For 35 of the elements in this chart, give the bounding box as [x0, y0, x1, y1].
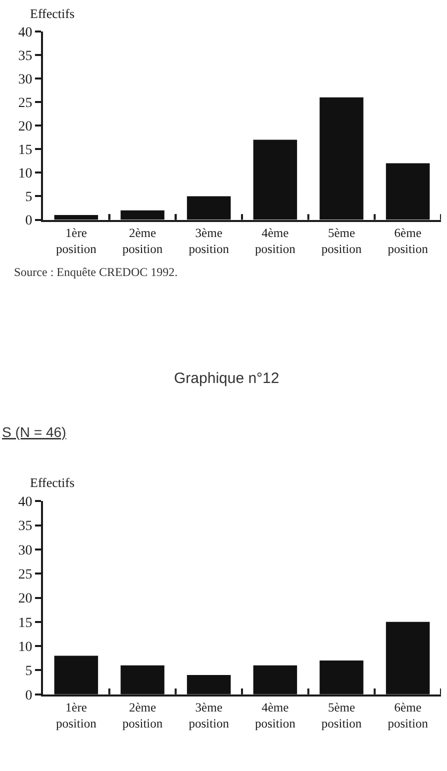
y-tick-label: 20	[18, 592, 32, 607]
y-tick-label: 0	[25, 214, 32, 229]
y-tick-label: 25	[18, 568, 32, 583]
y-tick-label: 5	[25, 664, 32, 680]
y-tick-label: 0	[25, 688, 32, 704]
x-tick-label: 6ème position	[388, 700, 429, 731]
y-tick-label: 40	[18, 495, 32, 510]
x-tick-label: 5ème position	[321, 226, 362, 256]
x-tick-label: 3ème position	[188, 700, 230, 731]
x-tick-label: 1ère position	[56, 700, 98, 731]
x-tick-label: 3ème position	[188, 226, 230, 256]
y-tick-label: 15	[18, 143, 32, 158]
chart-subtitle: S (N = 46)	[2, 424, 66, 440]
x-tick-label: 2ème position	[122, 226, 164, 256]
y-tick-label: 40	[18, 25, 32, 40]
x-tick-label: 6ème position	[388, 226, 429, 256]
y-tick-label: 15	[18, 616, 32, 631]
y-tick-label: 10	[18, 166, 32, 182]
y-tick-label: 5	[25, 190, 32, 206]
chart-title: Graphique n°12	[174, 370, 280, 387]
y-axis-title: Effectifs	[30, 6, 75, 21]
x-tick-label: 1ère position	[56, 226, 98, 256]
y-tick-label: 30	[18, 72, 32, 88]
y-tick-label: 35	[18, 48, 32, 64]
y-tick-label: 35	[18, 519, 32, 534]
y-tick-label: 30	[18, 543, 32, 558]
y-tick-label: 20	[18, 120, 32, 135]
y-tick-label: 10	[18, 640, 32, 655]
x-tick-label: 2ème position	[122, 700, 164, 731]
source-note: Source : Enquête CREDOC 1992.	[14, 265, 178, 279]
x-tick-label: 4ème position	[255, 700, 296, 731]
y-tick-label: 25	[18, 96, 32, 111]
y-axis-title: Effectifs	[30, 475, 75, 490]
x-tick-label: 4ème position	[255, 226, 296, 256]
x-tick-label: 5ème position	[321, 700, 362, 731]
